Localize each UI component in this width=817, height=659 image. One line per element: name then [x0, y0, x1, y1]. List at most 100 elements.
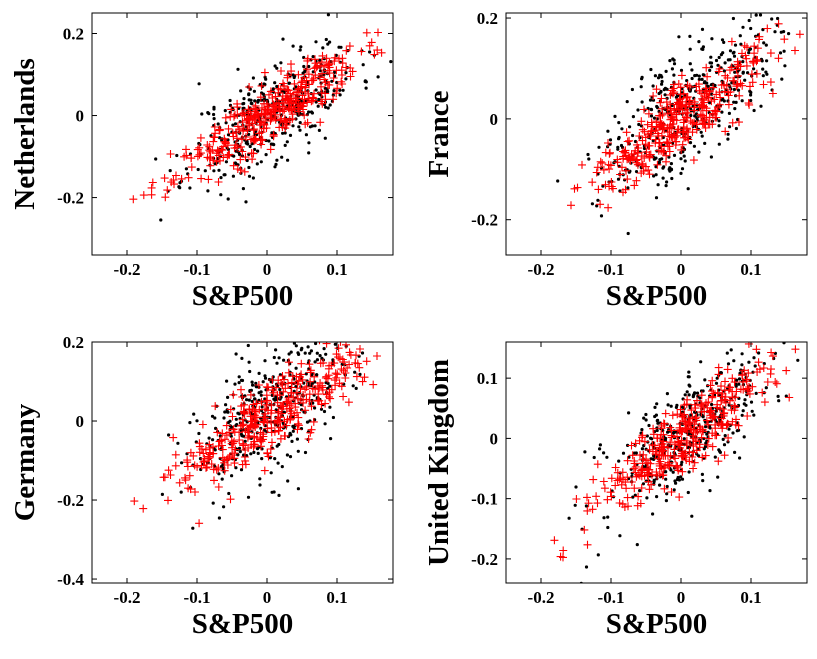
data-point-plus [220, 466, 229, 475]
data-point-plus [667, 488, 676, 496]
data-point-plus [200, 456, 209, 465]
data-point-dot [710, 402, 714, 407]
data-point-plus [673, 432, 681, 441]
data-point-plus [665, 132, 674, 141]
x-tick-label: -0.1 [598, 588, 625, 607]
data-point-plus [332, 89, 341, 98]
data-point-dot [248, 369, 252, 374]
data-point-plus [311, 59, 320, 68]
data-point-plus [605, 149, 614, 158]
data-point-plus [209, 133, 218, 141]
data-point-dot [257, 371, 261, 375]
data-point-plus [717, 382, 725, 391]
data-point-plus [728, 393, 737, 402]
data-point-dot [699, 130, 703, 134]
data-point-dot [686, 490, 690, 495]
data-point-dot [259, 160, 263, 164]
data-point-dot [263, 374, 267, 378]
data-point-dot [605, 455, 609, 459]
data-point-plus [728, 374, 737, 383]
data-point-dot [691, 395, 695, 399]
data-point-dot [212, 112, 216, 117]
data-point-plus [637, 169, 646, 178]
data-point-plus [357, 47, 366, 56]
data-point-dot [672, 58, 676, 62]
data-point-plus [604, 203, 613, 212]
data-point-dot [281, 131, 285, 135]
data-point-plus [317, 88, 326, 97]
data-point-plus [284, 358, 293, 367]
data-point-dot [269, 142, 273, 146]
data-point-plus [705, 113, 714, 122]
data-point-plus [367, 38, 376, 47]
data-point-dot [752, 108, 756, 113]
data-point-plus [330, 57, 339, 66]
data-point-dot [778, 51, 783, 55]
data-point-dot [740, 99, 744, 103]
data-point-dot [294, 366, 298, 370]
data-point-plus [704, 420, 713, 429]
data-point-dot [281, 37, 285, 41]
data-point-plus [624, 502, 632, 511]
data-point-dot [644, 418, 648, 422]
data-point-plus [723, 419, 732, 428]
data-point-plus [172, 171, 180, 180]
data-point-dot [256, 99, 260, 103]
data-point-plus [191, 488, 199, 496]
data-point-dot [687, 383, 691, 387]
data-point-plus [235, 436, 244, 444]
data-point-plus [243, 433, 252, 442]
data-point-plus [643, 120, 652, 129]
data-point-plus [703, 72, 712, 81]
x-tick-label: 0 [677, 260, 686, 279]
data-point-dot [664, 69, 668, 73]
data-point-dot [777, 399, 781, 403]
x-tick-label: -0.2 [114, 260, 141, 279]
data-point-plus [278, 372, 287, 380]
data-point-plus [676, 405, 685, 414]
data-point-dot [741, 71, 745, 75]
data-point-dot [652, 157, 657, 161]
data-point-plus [228, 129, 237, 138]
data-point-plus [333, 370, 342, 379]
data-point-dot [255, 162, 259, 166]
data-point-plus [710, 412, 719, 421]
data-point-plus [697, 391, 706, 400]
y-tick-label: 0.1 [477, 369, 498, 388]
data-point-plus [759, 364, 768, 372]
data-point-dot [700, 472, 705, 476]
data-point-plus [218, 445, 227, 454]
data-point-plus [704, 434, 713, 443]
data-point-dot [364, 86, 368, 90]
data-point-plus [315, 384, 324, 393]
data-point-dot [747, 18, 751, 23]
data-point-dot [291, 73, 295, 77]
data-point-dot [286, 479, 290, 483]
data-point-plus [774, 54, 783, 63]
data-point-plus [721, 127, 730, 136]
data-point-dot [354, 386, 358, 390]
data-point-dot [710, 92, 714, 96]
data-point-dot [708, 101, 712, 105]
data-point-dot [370, 4, 373, 7]
data-point-dot [273, 457, 277, 461]
data-point-plus [684, 109, 692, 118]
data-point-plus [663, 103, 672, 112]
data-point-dot [237, 375, 241, 379]
data-point-plus [269, 105, 278, 114]
data-point-plus [245, 83, 254, 91]
data-point-dot [241, 187, 245, 191]
data-point-dot [271, 87, 275, 91]
data-point-plus [147, 190, 156, 199]
data-point-plus [596, 157, 605, 166]
data-point-plus [246, 412, 255, 421]
data-point-plus [260, 68, 269, 77]
data-point-dot [714, 381, 719, 385]
data-point-dot [630, 87, 635, 92]
data-point-plus [323, 374, 332, 383]
data-point-plus [217, 436, 226, 445]
data-point-plus [339, 392, 348, 401]
data-point-plus [768, 352, 777, 361]
data-point-plus [309, 417, 318, 426]
